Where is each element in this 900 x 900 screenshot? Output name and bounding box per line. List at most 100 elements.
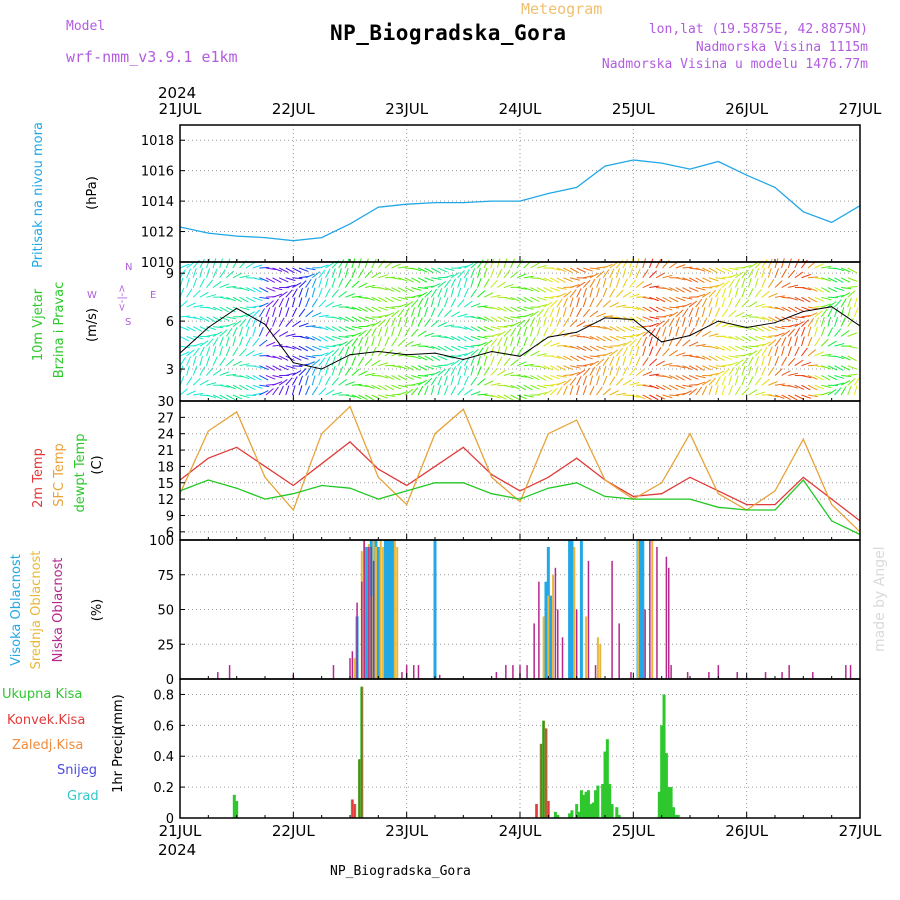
- wind-barb: [384, 296, 395, 303]
- wind-barb: [318, 264, 329, 269]
- wind-barb: [781, 330, 791, 337]
- wind-barb: [589, 278, 596, 288]
- wind-barb: [761, 347, 768, 357]
- wind-barb: [702, 365, 712, 371]
- wind-barb: [576, 297, 580, 308]
- wind-barb: [788, 372, 799, 376]
- wind-barb: [834, 267, 845, 272]
- wind-barb: [345, 316, 355, 322]
- wind-barb: [536, 304, 547, 308]
- wind-barb: [179, 326, 190, 331]
- wind-point: [491, 350, 493, 353]
- wind-point: [831, 306, 833, 308]
- wind-barb: [338, 335, 349, 339]
- wind-barb: [642, 336, 648, 347]
- wind-barb: [602, 365, 607, 376]
- wind-barb: [239, 326, 244, 337]
- wind-barb: [503, 306, 513, 313]
- wind-barb: [225, 258, 231, 269]
- wind-barb: [391, 326, 395, 337]
- cloud-bar: [552, 574, 555, 679]
- cloud-bar: [575, 609, 578, 679]
- cloud-bar: [686, 672, 689, 679]
- pressure-point: [802, 211, 804, 213]
- wind-barb: [205, 346, 211, 357]
- wind-barb: [549, 328, 557, 337]
- wind-barb: [483, 366, 490, 376]
- wind-barb: [807, 336, 813, 347]
- wind-barb: [510, 336, 514, 347]
- wind-barb: [226, 394, 236, 401]
- wind-barb: [510, 384, 520, 390]
- wind-barb: [239, 306, 250, 311]
- wind-barb: [576, 385, 580, 396]
- wind-barb: [550, 287, 560, 292]
- wind-barb: [741, 375, 746, 386]
- wind-barb: [404, 307, 410, 318]
- wind-barb: [424, 385, 429, 396]
- wind-barb: [503, 258, 508, 269]
- temperature-point: [547, 487, 549, 489]
- wind-barb: [761, 355, 765, 366]
- wind-barb: [516, 306, 527, 312]
- wind-barb: [767, 366, 775, 376]
- model-elevation-label: Nadmorska Visina u modelu 1476.77m: [601, 57, 868, 72]
- ytick-label: 6: [166, 315, 174, 330]
- wind-barb: [245, 317, 252, 327]
- wind-barb: [318, 326, 329, 331]
- wind-barb: [728, 366, 735, 376]
- wind-barb: [378, 287, 389, 291]
- pressure-point: [604, 165, 606, 167]
- wind-barb: [649, 306, 659, 313]
- wind-barb: [523, 363, 534, 367]
- temperature-point: [519, 498, 521, 500]
- wind-barb: [649, 358, 658, 367]
- temperature-point: [774, 503, 776, 506]
- cloud-bar: [538, 581, 540, 679]
- wind-barb: [344, 346, 350, 357]
- date-tick-bottom: 27JUL: [839, 822, 882, 840]
- wind-barb: [576, 288, 582, 298]
- wind-barb: [801, 273, 812, 279]
- wind-barb: [278, 317, 285, 327]
- wind-barb: [702, 291, 711, 298]
- wind-barb: [543, 277, 553, 283]
- wind-barb: [272, 374, 283, 379]
- wind-barb: [635, 346, 640, 357]
- wind-barb: [205, 268, 210, 278]
- temperature-point: [377, 468, 379, 470]
- wind-barb: [668, 261, 678, 269]
- wind-barb: [682, 266, 693, 269]
- wind-barb: [490, 326, 501, 330]
- wind-barb: [821, 303, 831, 308]
- wind-barb: [834, 365, 844, 371]
- wind-barb: [550, 355, 561, 359]
- cloud-bar: [379, 540, 382, 679]
- temperature-point: [349, 405, 351, 408]
- wind-barb: [615, 347, 624, 357]
- temperature-point: [717, 490, 719, 492]
- pressure-point: [236, 235, 238, 237]
- wind-barb: [424, 377, 433, 386]
- wind-barb: [358, 330, 367, 337]
- wind-barb: [847, 297, 852, 308]
- wind-barb: [411, 343, 422, 347]
- pressure-ylabel: Pritisak na nivou mora: [31, 122, 46, 268]
- pressure-point: [746, 174, 748, 176]
- wind-barb: [470, 335, 481, 341]
- wind-barb: [496, 268, 503, 278]
- wind-point: [632, 318, 634, 321]
- cloud-bar: [644, 609, 646, 679]
- wind-barb: [212, 337, 219, 347]
- wind-barb: [807, 384, 818, 391]
- wind-barb: [695, 293, 706, 298]
- wind-barb: [715, 297, 719, 308]
- wind-barb: [232, 272, 242, 279]
- wind-barb: [252, 296, 263, 302]
- date-tick-top: 21JUL: [159, 100, 202, 118]
- wind-barb: [715, 365, 726, 368]
- wind-barb: [589, 267, 600, 270]
- cloud-bar: [656, 546, 658, 679]
- wind-barb: [219, 346, 224, 357]
- cloud-bar: [374, 546, 377, 679]
